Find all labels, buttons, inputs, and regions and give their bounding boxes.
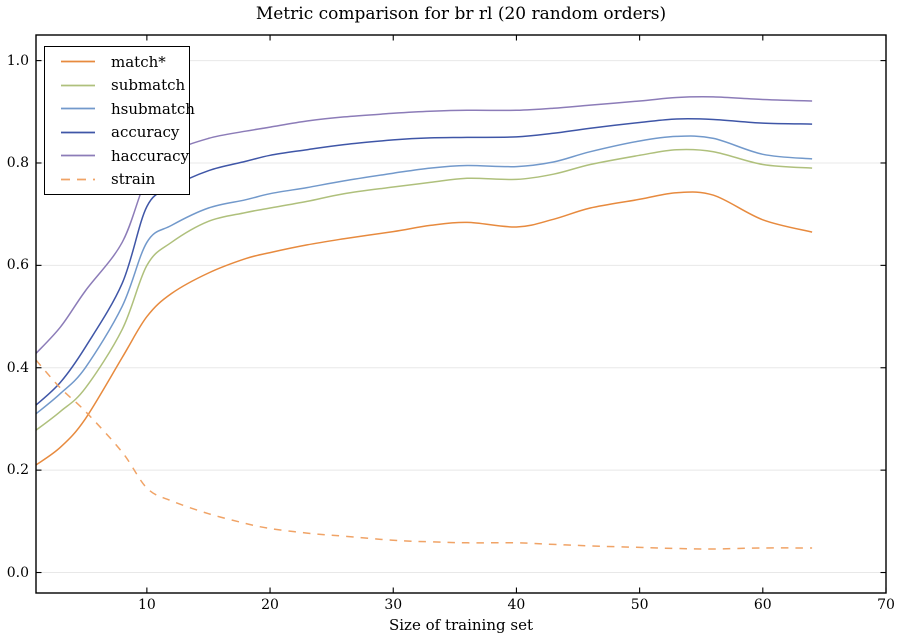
legend: match* submatch hsubmatch accuracy haccuracy… xyxy=(44,46,195,195)
legend-item-hsubmatch: hsubmatch xyxy=(59,97,195,121)
x-tick-label: 60 xyxy=(753,597,772,613)
series-line-hsubmatch xyxy=(35,135,813,415)
legend-item-haccuracy: haccuracy xyxy=(59,144,189,168)
legend-label: accuracy xyxy=(111,123,180,142)
legend-item-submatch: submatch xyxy=(59,74,189,98)
x-axis-label: Size of training set xyxy=(388,616,533,634)
series-line-haccuracy xyxy=(35,96,813,354)
legend-line-swatch-icon xyxy=(61,178,95,181)
legend-line-swatch-icon xyxy=(61,60,95,63)
y-tick-label: 1.0 xyxy=(6,52,29,69)
x-tick-label: 10 xyxy=(137,597,156,613)
y-tick-label: 0.0 xyxy=(6,564,29,581)
chart-title: Metric comparison for br rl (20 random o… xyxy=(255,4,667,24)
series-line-strain xyxy=(35,359,813,550)
legend-item-match: match* xyxy=(59,50,189,74)
x-tick-label: 50 xyxy=(630,597,649,613)
legend-item-strain: strain xyxy=(59,168,189,192)
legend-line-swatch-icon xyxy=(61,131,95,134)
y-tick-label: 0.4 xyxy=(6,359,29,376)
legend-line-swatch-icon xyxy=(61,107,95,110)
y-tick-label: 0.6 xyxy=(6,257,29,274)
legend-label: submatch xyxy=(111,76,186,95)
legend-item-accuracy: accuracy xyxy=(59,121,189,145)
series-line-submatch xyxy=(35,148,813,431)
x-tick-label: 70 xyxy=(877,597,895,613)
y-tick-label: 0.8 xyxy=(6,154,29,171)
x-tick-label: 40 xyxy=(507,597,526,613)
y-tick-label: 0.2 xyxy=(6,462,29,479)
x-tick-label: 20 xyxy=(261,597,279,613)
axes-spines xyxy=(35,34,887,594)
legend-label: hsubmatch xyxy=(111,99,195,118)
x-tick-label: 30 xyxy=(384,597,403,613)
legend-line-swatch-icon xyxy=(61,84,95,87)
legend-line-swatch-icon xyxy=(61,154,95,157)
series-line-match xyxy=(35,191,813,466)
legend-label: haccuracy xyxy=(111,146,190,165)
legend-label: strain xyxy=(111,170,156,189)
legend-label: match* xyxy=(111,52,166,71)
series-line-accuracy xyxy=(35,117,813,406)
